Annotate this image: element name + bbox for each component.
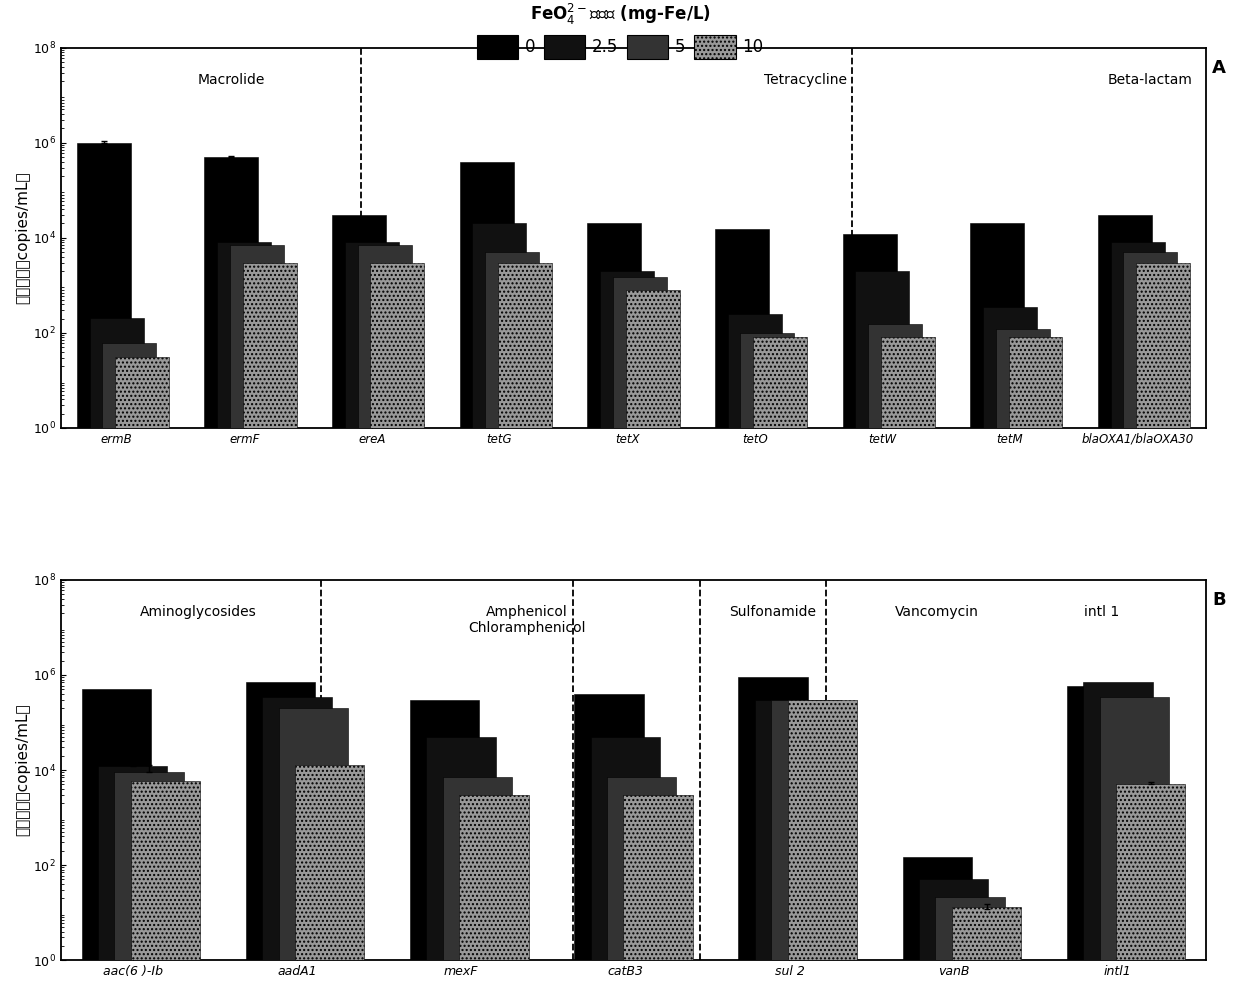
Bar — [371, 262, 424, 428]
Bar — [443, 778, 512, 960]
Bar — [787, 700, 857, 960]
Bar — [1116, 784, 1185, 960]
Bar — [246, 682, 315, 960]
Bar — [77, 143, 131, 428]
Bar — [229, 245, 284, 428]
Bar — [740, 333, 795, 428]
Bar — [935, 898, 1004, 960]
Bar — [262, 697, 331, 960]
Bar — [1111, 242, 1164, 428]
Bar — [983, 307, 1037, 428]
Bar — [332, 215, 386, 428]
Bar — [460, 162, 513, 428]
Bar — [357, 245, 412, 428]
Bar — [130, 780, 200, 960]
Bar — [472, 223, 527, 428]
Bar — [217, 242, 272, 428]
Bar — [295, 765, 365, 960]
Bar — [114, 773, 184, 960]
Bar — [588, 223, 641, 428]
Bar — [843, 234, 897, 428]
Y-axis label: 基因丰度（copies/mL）: 基因丰度（copies/mL） — [15, 172, 30, 304]
Text: A: A — [1211, 59, 1226, 77]
Bar — [919, 879, 988, 960]
Bar — [970, 223, 1024, 428]
Bar — [771, 700, 841, 960]
Bar — [82, 689, 151, 960]
Bar — [205, 157, 258, 428]
Bar — [753, 338, 807, 428]
Bar — [98, 767, 167, 960]
Bar — [903, 857, 972, 960]
Bar — [606, 778, 677, 960]
Bar — [613, 277, 667, 428]
Text: Amphenicol
Chloramphenicol: Amphenicol Chloramphenicol — [467, 605, 585, 635]
Bar — [626, 290, 680, 428]
Bar — [738, 677, 807, 960]
Text: Sulfonamide: Sulfonamide — [729, 605, 817, 619]
Text: Tetracycline: Tetracycline — [764, 72, 847, 86]
Bar — [868, 325, 923, 428]
Text: Macrolide: Macrolide — [198, 72, 265, 86]
Text: Vancomycin: Vancomycin — [895, 605, 980, 619]
Bar — [279, 708, 348, 960]
Bar — [1084, 682, 1153, 960]
Bar — [574, 694, 644, 960]
Bar — [728, 314, 781, 428]
Bar — [1100, 697, 1169, 960]
Text: intl 1: intl 1 — [1084, 605, 1120, 619]
Bar — [427, 737, 496, 960]
Bar — [880, 338, 935, 428]
Bar — [624, 794, 693, 960]
Bar — [485, 252, 539, 428]
Bar — [498, 262, 552, 428]
Bar — [1123, 252, 1177, 428]
Bar — [459, 794, 528, 960]
Y-axis label: 基因丰度（copies/mL）: 基因丰度（copies/mL） — [15, 704, 30, 836]
Bar — [1008, 338, 1063, 428]
Bar — [1136, 262, 1190, 428]
Bar — [996, 329, 1050, 428]
Bar — [345, 242, 399, 428]
Bar — [89, 319, 144, 428]
Text: Aminoglycosides: Aminoglycosides — [140, 605, 257, 619]
Bar — [1066, 685, 1136, 960]
Text: B: B — [1211, 592, 1225, 610]
Text: Beta-lactam: Beta-lactam — [1107, 72, 1193, 86]
Bar — [1097, 215, 1152, 428]
Bar — [410, 700, 480, 960]
Bar — [600, 271, 655, 428]
Bar — [715, 229, 769, 428]
Legend: 0, 2.5, 5, 10: 0, 2.5, 5, 10 — [474, 0, 766, 63]
Bar — [590, 737, 660, 960]
Bar — [952, 908, 1022, 960]
Bar — [103, 343, 156, 428]
Bar — [243, 262, 296, 428]
Bar — [755, 700, 825, 960]
Bar — [115, 357, 169, 428]
Bar — [856, 271, 909, 428]
